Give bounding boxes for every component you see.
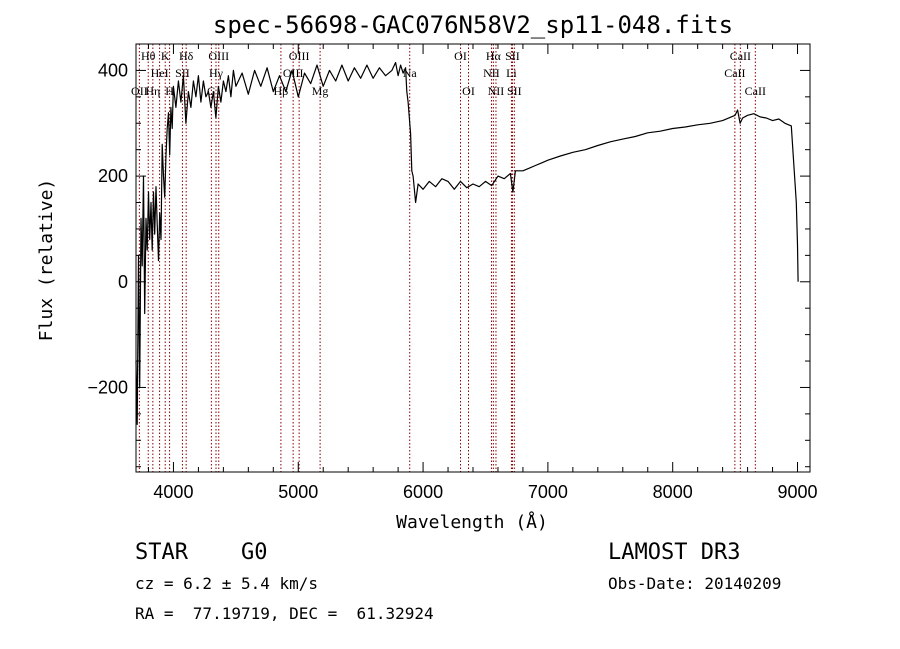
spectral-line-label: G: [207, 84, 216, 98]
coordinates: RA = 77.19719, DEC = 61.32924: [135, 604, 434, 623]
spectral-line-label: K: [161, 49, 170, 63]
x-tick-label: 7000: [528, 482, 568, 502]
spectral-line-label: NII: [483, 66, 500, 80]
x-tick-label: 4000: [153, 482, 193, 502]
spectral-line-label: Hη: [145, 84, 160, 98]
redshift-velocity: cz = 6.2 ± 5.4 km/s: [135, 574, 319, 593]
spectral-line-label: CaII: [730, 49, 751, 63]
spectral-line-label: Hθ: [141, 49, 156, 63]
spectral-line-label: HeI: [151, 66, 169, 80]
series-layer: [135, 61, 799, 425]
y-tick-label: 200: [98, 166, 128, 186]
axis-ticks: [136, 43, 810, 472]
spectral-line-label: Hδ: [179, 49, 194, 63]
plot-frame: [135, 43, 811, 473]
spectral-line-label: SII: [505, 49, 520, 63]
spectral-line-label: SII: [175, 66, 190, 80]
spectral-line-label: H: [165, 84, 174, 98]
spectral-line-label: OIII: [289, 49, 310, 63]
x-tick-label: 8000: [653, 482, 693, 502]
spectral-line-markers: [138, 44, 756, 472]
survey-name: LAMOST DR3: [608, 540, 741, 565]
spectral-line-label: Mg: [312, 84, 329, 98]
y-axis-label: Flux (relative): [36, 179, 57, 342]
spectral-line-label: SII: [507, 84, 522, 98]
spectral-line-label: OI: [462, 84, 475, 98]
observation-date: Obs-Date: 20140209: [608, 574, 782, 593]
object-class: STAR G0: [135, 540, 268, 565]
spectral-line-label: Hγ: [209, 66, 224, 80]
spectral-line-label: OI: [454, 49, 467, 63]
x-tick-label: 5000: [278, 482, 318, 502]
y-tick-label: 0: [118, 272, 128, 292]
spectral-line-label: Hα: [486, 49, 502, 63]
y-tick-label: −200: [87, 377, 128, 397]
spectrum-series-line: [135, 61, 799, 425]
y-tick-label: 400: [98, 60, 128, 80]
spectral-line-label: Li: [506, 66, 517, 80]
spectral-line-label: CaII: [724, 66, 745, 80]
axis-tick-labels: 4000 5000 6000 7000 8000 9000 −200 0 200 400: [87, 60, 817, 502]
spectral-line-label: NII: [488, 84, 505, 98]
spectral-line-label: CaII: [745, 84, 766, 98]
chart-title: spec-56698-GAC076N58V2_sp11-048.fits: [213, 11, 733, 39]
x-tick-label: 6000: [403, 482, 443, 502]
spectral-line-label: OII: [131, 84, 148, 98]
x-tick-label: 9000: [777, 482, 817, 502]
spectral-line-label: OIII: [208, 49, 229, 63]
x-axis-label: Wavelength (Å): [396, 511, 548, 533]
